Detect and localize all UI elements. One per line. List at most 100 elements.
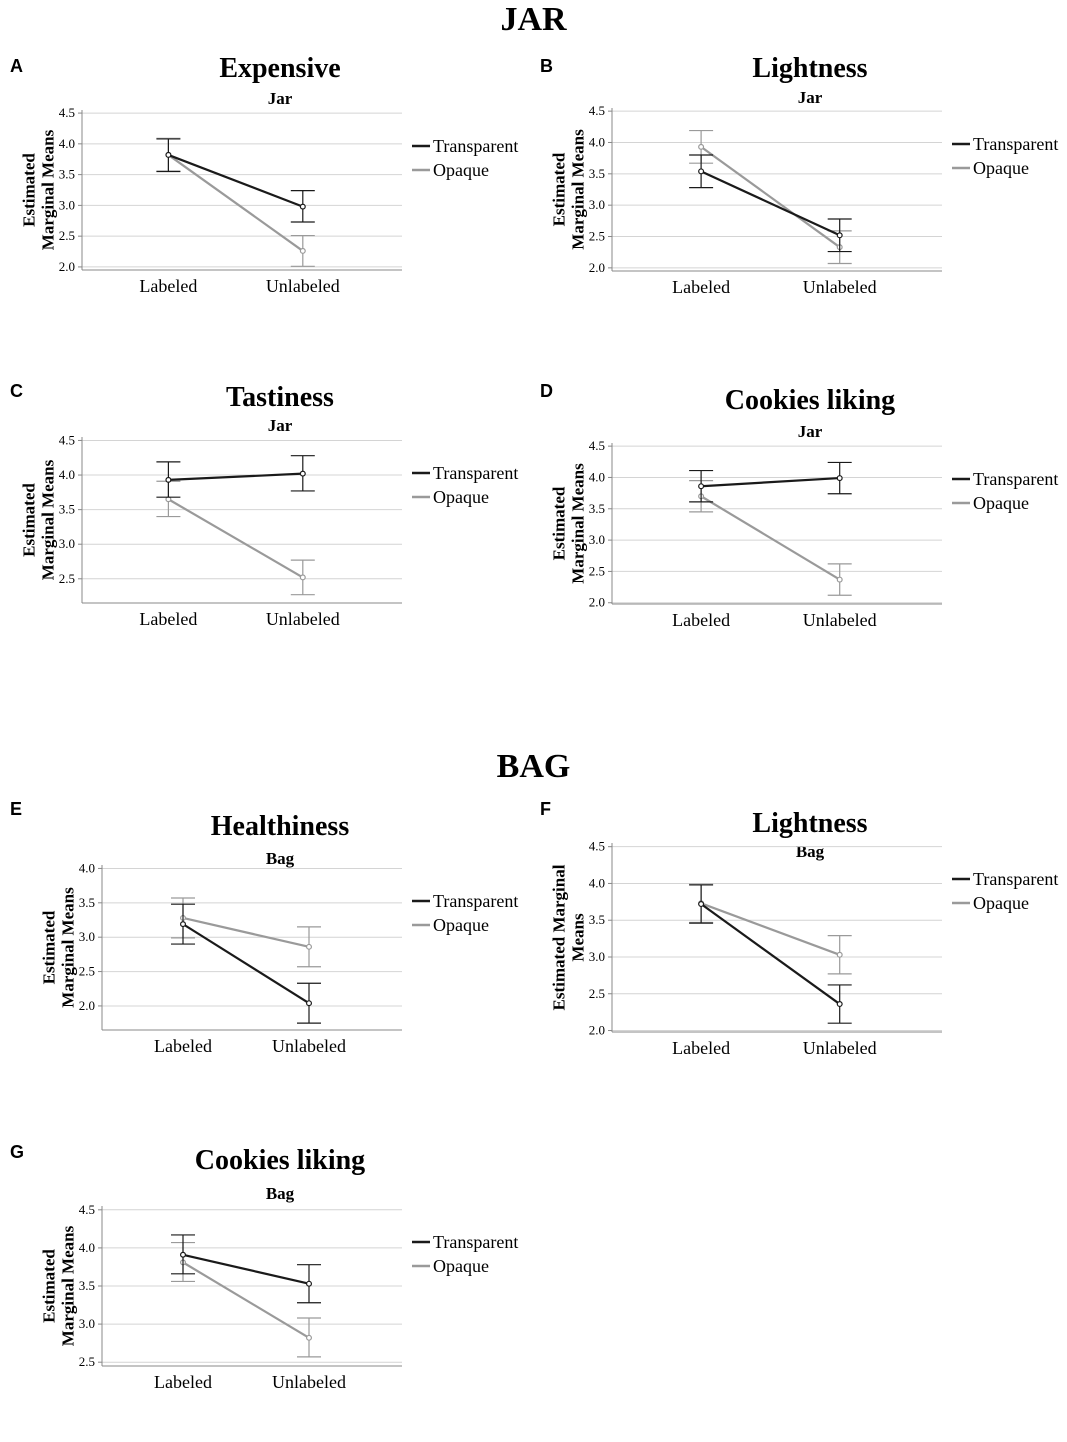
legend-label: Transparent [433,463,518,483]
transparent-series-line [701,476,840,488]
panel-letter: E [10,799,23,819]
y-tick-label: 2.5 [589,986,605,1001]
panel-letter: B [540,56,553,76]
transparent-series-line [168,472,303,481]
opaque-series-line [700,145,841,249]
opaque-series-line [700,902,841,956]
y-tick-label: 2.0 [589,595,605,610]
y-tick-label: 3.5 [589,912,605,927]
x-category-label: Unlabeled [803,1038,877,1058]
legend-label: Opaque [433,1256,489,1276]
panel-letter: F [540,799,551,819]
y-axis-title-line: Estimated [40,1249,59,1323]
chart-plot: 2.5 3.0 3.5 4.0 4.5 Labeled Unlabeled Estimated… [20,432,519,629]
y-tick-label: 2.5 [589,563,605,578]
y-axis-title-line: Estimated Marginal [550,864,569,1010]
chart-panel-e: E Healthiness Bag 2.0 2.5 3.0 3.5 4.0 Labeled… [10,799,540,1099]
legend-label: Transparent [433,1232,518,1252]
y-tick-label: 4.0 [59,136,75,151]
panel-letter: D [540,381,553,401]
transparent-data-point [299,470,306,477]
chart-plot: 2.0 2.5 3.0 3.5 4.0 4.5 Labeled Unlabeled Estima… [550,103,1059,297]
x-category-label: Labeled [154,1036,212,1056]
opaque-series-line [167,154,304,252]
y-tick-label: 3.0 [589,949,605,964]
y-tick-label: 2.5 [59,228,75,243]
x-category-label: Unlabeled [803,610,877,630]
chart-subtitle: Jar [267,89,293,108]
opaque-series-line [182,916,310,948]
opaque-data-point [306,943,313,950]
y-tick-label: 3.5 [79,895,95,910]
chart-panel-b: B Lightness Jar 2.0 2.5 3.0 3.5 4.0 4.5 Labele… [540,54,1067,356]
y-axis-title: Estimated Marginal Means [40,1225,78,1346]
y-axis-title-line: Marginal Means [59,887,78,1008]
chart-plot: 2.0 2.5 3.0 3.5 4.0 4.5 Labeled Unlabeled Estima… [20,105,519,296]
x-category-label: Labeled [672,610,730,630]
y-tick-label: 3.5 [59,502,75,517]
x-category-label: Labeled [139,609,197,629]
y-axis-title-line: Marginal Means [569,463,588,584]
chart-plot: 2.5 3.0 3.5 4.0 4.5 Labeled Unlabeled Estimated… [40,1202,519,1392]
x-category-label: Labeled [672,277,730,297]
y-tick-label: 2.0 [589,260,605,275]
chart-panel-g: G Cookies liking Bag 2.5 3.0 3.5 4.0 4.5 Labe… [10,1142,540,1442]
y-axis-title-line: Marginal Means [569,129,588,250]
transparent-data-point [165,151,172,158]
y-tick-label: 2.0 [59,259,75,274]
panel-letter: C [10,381,23,401]
panel-letter: A [10,56,23,76]
legend-label: Transparent [973,869,1058,889]
chart-subtitle: Jar [267,416,293,435]
x-category-label: Unlabeled [272,1036,346,1056]
chart-title: Cookies liking [194,1145,366,1176]
chart-panel-a: A Expensive Jar 2.0 2.5 3.0 3.5 4.0 4.5 Labele… [10,54,540,356]
chart-subtitle: Jar [797,422,823,441]
transparent-data-point [698,168,705,175]
chart-panel-c: C Tastiness Jar 2.5 3.0 3.5 4.0 4.5 Labeled Un… [10,381,540,681]
y-axis-title: Estimated Marginal Means [550,864,588,1010]
chart-plot: 2.0 2.5 3.0 3.5 4.0 4.5 Labeled Unlabeled Estima… [550,839,1059,1058]
legend-label: Transparent [973,469,1058,489]
y-axis-title-line: Estimated [550,152,569,226]
y-axis-title: Estimated Marginal Means [40,887,78,1008]
y-axis-title: Estimated Marginal Means [20,459,58,580]
y-tick-label: 3.0 [79,1316,95,1331]
legend-label: Transparent [433,136,518,156]
y-tick-label: 4.0 [589,134,605,149]
transparent-data-point [306,1280,313,1287]
x-category-label: Unlabeled [272,1372,346,1392]
legend-label: Opaque [433,915,489,935]
section-title-bag: BAG [496,748,571,785]
y-tick-label: 2.0 [589,1023,605,1038]
transparent-series-line [700,903,841,1005]
y-axis-title-line: Means [569,913,588,962]
legend-label: Opaque [973,493,1029,513]
y-tick-label: 3.0 [59,536,75,551]
chart-panel-f: F Lightness Bag 2.0 2.5 3.0 3.5 4.0 4.5 Labele… [540,799,1067,1099]
y-axis-title: Estimated Marginal Means [20,129,58,250]
y-tick-label: 3.5 [59,167,75,182]
opaque-data-point [698,143,705,150]
y-axis-title-line: Marginal Means [59,1225,78,1346]
chart-title: Cookies liking [724,385,896,416]
transparent-data-point [306,1000,313,1007]
opaque-data-point [299,574,306,581]
transparent-data-point [836,1001,843,1008]
legend-label: Opaque [973,158,1029,178]
chart-subtitle: Bag [265,849,295,868]
y-axis-title-line: Estimated [40,910,59,984]
chart-title: Lightness [752,808,868,839]
chart-title: Healthiness [210,811,350,842]
opaque-data-point [299,247,306,254]
y-tick-label: 4.5 [589,839,605,854]
panel-letter: G [10,1142,25,1162]
legend-label: Opaque [433,487,489,507]
y-tick-label: 3.5 [589,166,605,181]
y-tick-label: 3.5 [589,501,605,516]
opaque-data-point [836,951,843,958]
y-axis-title: Estimated Marginal Means [550,129,588,250]
y-tick-label: 2.5 [589,229,605,244]
y-tick-label: 4.5 [59,105,75,120]
chart-title: Tastiness [226,382,334,413]
